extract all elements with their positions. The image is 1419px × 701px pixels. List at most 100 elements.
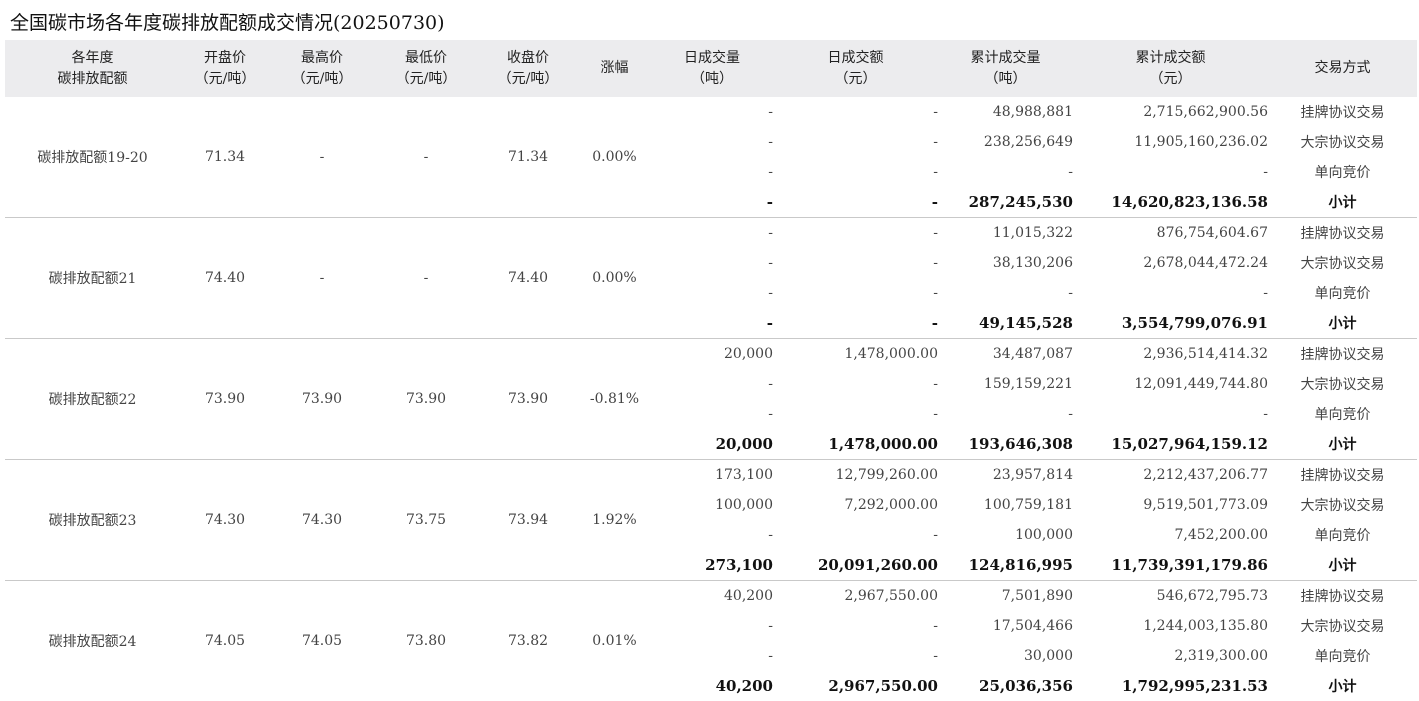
- header-allowance: 各年度碳排放配额: [5, 40, 180, 97]
- header-change-line: 涨幅: [578, 58, 651, 79]
- daily-volume: 20,000: [651, 339, 773, 370]
- daily-volume: -: [651, 308, 773, 339]
- daily-volume: -: [651, 157, 773, 187]
- daily-amount: -: [773, 218, 938, 249]
- daily-volume: -: [651, 399, 773, 429]
- cumulative-amount: 2,678,044,472.24: [1073, 248, 1268, 278]
- close-price: 74.40: [478, 218, 578, 339]
- cumulative-amount: 12,091,449,744.80: [1073, 369, 1268, 399]
- daily-volume: -: [651, 187, 773, 218]
- allowance-name: 碳排放配额22: [5, 339, 180, 460]
- low-price: 73.80: [374, 581, 478, 701]
- trade-method: 单向竞价: [1268, 278, 1417, 308]
- trade-method: 单向竞价: [1268, 157, 1417, 187]
- daily-volume: -: [651, 278, 773, 308]
- high-price: 74.05: [270, 581, 374, 701]
- cumulative-volume: -: [938, 399, 1073, 429]
- cumulative-amount: -: [1073, 157, 1268, 187]
- table-header-row: 各年度碳排放配额开盘价（元/吨）最高价（元/吨）最低价（元/吨）收盘价（元/吨）…: [5, 40, 1417, 97]
- header-daily-volume-line: 日成交量: [651, 48, 773, 69]
- price-change: -0.81%: [578, 339, 651, 460]
- daily-amount: -: [773, 611, 938, 641]
- daily-amount: 1,478,000.00: [773, 429, 938, 460]
- trade-method: 单向竞价: [1268, 399, 1417, 429]
- cumulative-volume: 49,145,528: [938, 308, 1073, 339]
- cumulative-amount: 11,739,391,179.86: [1073, 550, 1268, 581]
- allowance-name: 碳排放配额23: [5, 460, 180, 581]
- cumulative-volume: 48,988,881: [938, 97, 1073, 127]
- daily-volume: 20,000: [651, 429, 773, 460]
- header-low-line: （元/吨）: [374, 69, 478, 90]
- header-daily-amount-line: 日成交额: [773, 48, 938, 69]
- cumulative-amount: 7,452,200.00: [1073, 520, 1268, 550]
- daily-amount: -: [773, 97, 938, 127]
- carbon-trading-table: 各年度碳排放配额开盘价（元/吨）最高价（元/吨）最低价（元/吨）收盘价（元/吨）…: [5, 40, 1417, 701]
- cumulative-volume: 17,504,466: [938, 611, 1073, 641]
- header-close: 收盘价（元/吨）: [478, 40, 578, 97]
- cumulative-amount: 15,027,964,159.12: [1073, 429, 1268, 460]
- daily-amount: -: [773, 157, 938, 187]
- daily-amount: 2,967,550.00: [773, 581, 938, 612]
- header-method: 交易方式: [1268, 40, 1417, 97]
- price-change: 0.00%: [578, 218, 651, 339]
- cumulative-amount: 2,715,662,900.56: [1073, 97, 1268, 127]
- close-price: 71.34: [478, 97, 578, 218]
- high-price: 74.30: [270, 460, 374, 581]
- allowance-name: 碳排放配额21: [5, 218, 180, 339]
- price-change: 0.01%: [578, 581, 651, 701]
- cumulative-volume: 193,646,308: [938, 429, 1073, 460]
- header-cum-volume-line: （吨）: [938, 69, 1073, 90]
- trade-method: 挂牌协议交易: [1268, 581, 1417, 612]
- cumulative-amount: 3,554,799,076.91: [1073, 308, 1268, 339]
- cumulative-volume: 287,245,530: [938, 187, 1073, 218]
- cumulative-volume: 100,759,181: [938, 490, 1073, 520]
- cumulative-volume: 124,816,995: [938, 550, 1073, 581]
- cumulative-volume: 25,036,356: [938, 671, 1073, 701]
- subtotal-label: 小计: [1268, 308, 1417, 339]
- trade-method: 挂牌协议交易: [1268, 460, 1417, 491]
- cumulative-amount: 2,319,300.00: [1073, 641, 1268, 671]
- header-method-line: 交易方式: [1268, 58, 1417, 79]
- trade-method: 大宗协议交易: [1268, 248, 1417, 278]
- daily-amount: 2,967,550.00: [773, 671, 938, 701]
- trade-method: 挂牌协议交易: [1268, 339, 1417, 370]
- daily-volume: -: [651, 611, 773, 641]
- daily-amount: -: [773, 641, 938, 671]
- daily-amount: -: [773, 520, 938, 550]
- daily-volume: 173,100: [651, 460, 773, 491]
- daily-amount: 7,292,000.00: [773, 490, 938, 520]
- daily-amount: -: [773, 248, 938, 278]
- subtotal-label: 小计: [1268, 429, 1417, 460]
- header-cum-volume: 累计成交量（吨）: [938, 40, 1073, 97]
- cumulative-amount: 1,792,995,231.53: [1073, 671, 1268, 701]
- high-price: -: [270, 218, 374, 339]
- subtotal-label: 小计: [1268, 187, 1417, 218]
- cumulative-volume: 7,501,890: [938, 581, 1073, 612]
- header-low-line: 最低价: [374, 48, 478, 69]
- trade-method: 大宗协议交易: [1268, 611, 1417, 641]
- header-cum-amount-line: （元）: [1073, 69, 1268, 90]
- daily-volume: -: [651, 248, 773, 278]
- header-allowance-line: 各年度: [5, 48, 180, 69]
- trade-method: 挂牌协议交易: [1268, 97, 1417, 127]
- daily-volume: 273,100: [651, 550, 773, 581]
- cumulative-volume: 34,487,087: [938, 339, 1073, 370]
- daily-volume: 40,200: [651, 671, 773, 701]
- cumulative-volume: 238,256,649: [938, 127, 1073, 157]
- daily-volume: -: [651, 97, 773, 127]
- daily-volume: -: [651, 127, 773, 157]
- cumulative-amount: 1,244,003,135.80: [1073, 611, 1268, 641]
- daily-volume: -: [651, 218, 773, 249]
- daily-volume: -: [651, 520, 773, 550]
- cumulative-amount: 14,620,823,136.58: [1073, 187, 1268, 218]
- header-change: 涨幅: [578, 40, 651, 97]
- close-price: 73.94: [478, 460, 578, 581]
- header-cum-volume-line: 累计成交量: [938, 48, 1073, 69]
- cumulative-volume: 11,015,322: [938, 218, 1073, 249]
- header-high: 最高价（元/吨）: [270, 40, 374, 97]
- header-open-line: （元/吨）: [180, 69, 270, 90]
- cumulative-amount: -: [1073, 278, 1268, 308]
- cumulative-amount: 11,905,160,236.02: [1073, 127, 1268, 157]
